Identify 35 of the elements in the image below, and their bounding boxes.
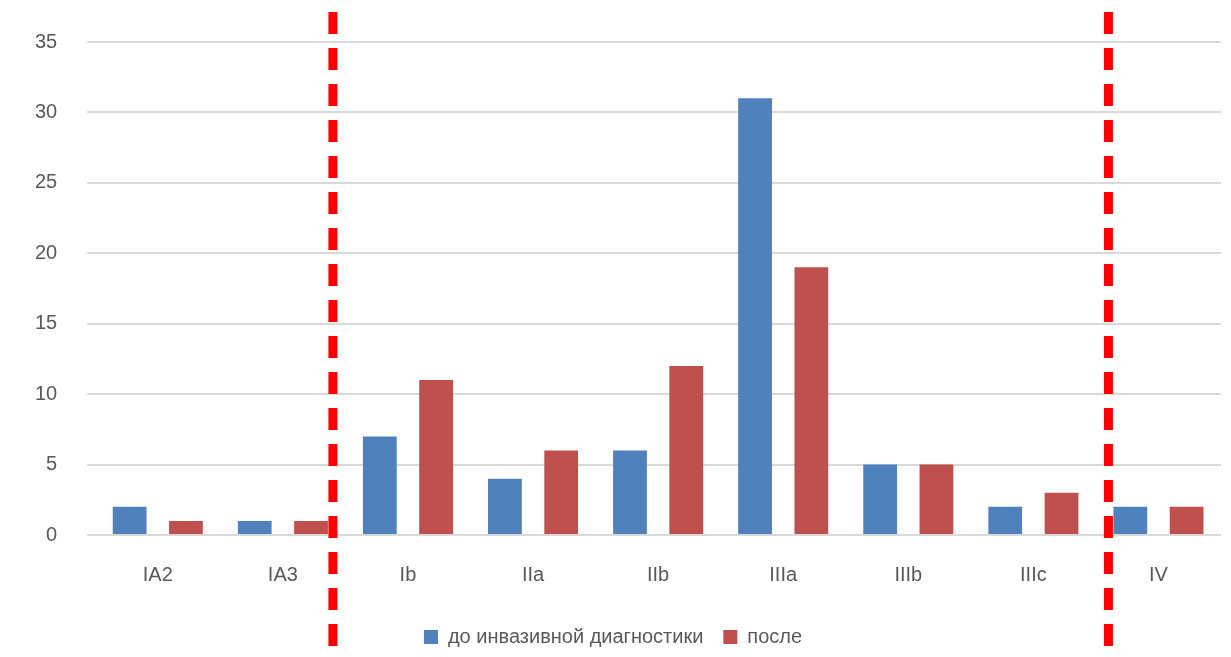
bar — [112, 506, 147, 534]
bar — [1044, 492, 1079, 534]
y-tick-label: 0 — [46, 522, 58, 545]
legend-label: после — [747, 624, 803, 647]
bar — [919, 464, 954, 534]
bar — [544, 450, 579, 534]
x-tick-label: IIIb — [894, 562, 923, 585]
x-tick-label: IIIa — [769, 562, 798, 585]
y-tick-label: 5 — [46, 452, 58, 475]
bar — [863, 464, 898, 534]
bar — [738, 98, 772, 534]
x-tick-label: IIb — [647, 562, 670, 585]
bar — [1169, 506, 1204, 534]
x-tick-label: IA3 — [267, 562, 298, 585]
y-tick-label: 10 — [35, 381, 58, 404]
y-tick-label: 20 — [35, 240, 58, 263]
y-tick-label: 25 — [35, 170, 58, 193]
y-tick-label: 35 — [35, 29, 58, 52]
bar — [988, 506, 1023, 534]
bar — [669, 365, 704, 534]
x-tick-label: IA2 — [142, 562, 173, 585]
bar — [419, 380, 453, 534]
y-tick-label: 30 — [35, 99, 58, 122]
x-tick-label: IV — [1149, 562, 1169, 585]
bar — [613, 450, 647, 534]
bar — [237, 520, 272, 534]
bar — [169, 520, 203, 534]
x-tick-label: IIa — [521, 562, 546, 585]
x-tick-label: Ib — [399, 562, 417, 585]
x-tick-label: IIIc — [1020, 562, 1047, 585]
bar — [794, 267, 829, 534]
legend-label: до инвазивной диагностики — [447, 624, 704, 647]
bar — [488, 478, 522, 534]
y-tick-label: 15 — [35, 311, 58, 334]
bar — [362, 436, 397, 534]
